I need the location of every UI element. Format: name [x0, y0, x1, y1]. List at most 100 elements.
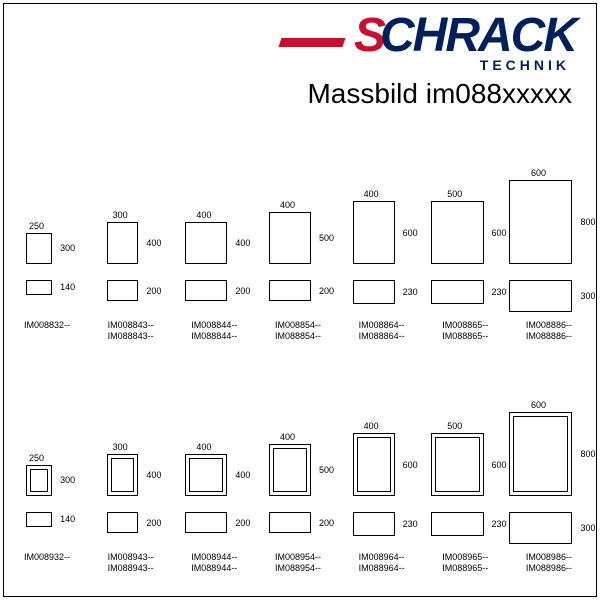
- product-codes: IM008864--IM088864--: [341, 320, 423, 343]
- enclosure-side: [185, 280, 227, 301]
- logo-subtitle: TECHNIK: [480, 57, 570, 73]
- depth-label: 200: [146, 286, 161, 296]
- dimension-item: 400600230IM008964--IM088964--: [341, 362, 423, 502]
- enclosure-side: [509, 280, 572, 312]
- enclosure-front: [353, 201, 395, 264]
- product-codes: IM008965--IM088965--: [424, 552, 506, 575]
- width-label: 500: [447, 189, 462, 199]
- height-label: 600: [492, 228, 507, 238]
- width-label: 400: [364, 189, 379, 199]
- width-label: 300: [113, 210, 128, 220]
- height-label: 800: [580, 217, 595, 227]
- enclosure-front: [431, 433, 484, 496]
- enclosure-front: [509, 412, 572, 496]
- width-label: 500: [447, 421, 462, 431]
- width-label: 400: [364, 421, 379, 431]
- width-label: 400: [280, 200, 295, 210]
- enclosure-front: [269, 444, 311, 497]
- depth-label: 230: [403, 287, 418, 297]
- dimension-item: 400600230IM008864--IM088864--: [341, 130, 423, 270]
- dimension-item: 400500200IM008854--IM088854--: [257, 130, 339, 270]
- product-codes: IM008954--IM088954--: [257, 552, 339, 575]
- depth-label: 300: [580, 291, 595, 301]
- width-label: 250: [29, 453, 44, 463]
- height-label: 400: [146, 238, 161, 248]
- enclosure-side: [269, 280, 311, 301]
- enclosure-front: [26, 233, 52, 265]
- width-label: 300: [113, 442, 128, 452]
- product-codes: IM008865--IM088865--: [424, 320, 506, 343]
- enclosure-front: [353, 433, 395, 496]
- height-label: 300: [60, 243, 75, 253]
- depth-label: 200: [319, 286, 334, 296]
- product-codes: IM008843--IM088843--: [90, 320, 172, 343]
- height-label: 400: [235, 238, 250, 248]
- logo-accent-bar: [279, 38, 346, 47]
- enclosure-side: [26, 512, 52, 527]
- enclosure-front: [185, 454, 227, 496]
- dimension-item: 400500200IM008954--IM088954--: [257, 362, 339, 502]
- dimension-item: 250300140IM008932--: [6, 362, 88, 502]
- enclosure-front: [107, 222, 139, 264]
- height-label: 400: [146, 470, 161, 480]
- width-label: 600: [531, 168, 546, 178]
- width-label: 400: [196, 442, 211, 452]
- depth-label: 200: [235, 286, 250, 296]
- dimension-row-1: 250300140IM008832--300400200IM008843--IM…: [6, 130, 590, 270]
- product-codes: IM008932--: [6, 552, 88, 563]
- depth-label: 230: [403, 519, 418, 529]
- enclosure-side: [431, 280, 484, 304]
- product-codes: IM008943--IM088943--: [90, 552, 172, 575]
- depth-label: 200: [235, 518, 250, 528]
- dimension-item: 500600230IM008965--IM088965--: [424, 362, 506, 502]
- height-label: 600: [492, 460, 507, 470]
- logo: S CHRACK TECHNIK: [354, 8, 576, 73]
- depth-label: 300: [580, 523, 595, 533]
- product-codes: IM008986--IM088986--: [508, 552, 590, 575]
- product-codes: IM008886--IM088886--: [508, 320, 590, 343]
- depth-label: 230: [492, 287, 507, 297]
- depth-label: 200: [146, 518, 161, 528]
- enclosure-front: [107, 454, 139, 496]
- height-label: 300: [60, 475, 75, 485]
- product-codes: IM008844--IM088844--: [173, 320, 255, 343]
- width-label: 400: [280, 432, 295, 442]
- dimension-item: 300400200IM008843--IM088843--: [90, 130, 172, 270]
- enclosure-side: [353, 512, 395, 536]
- dimension-item: 250300140IM008832--: [6, 130, 88, 270]
- dimension-item: 500600230IM008865--IM088865--: [424, 130, 506, 270]
- enclosure-side: [185, 512, 227, 533]
- logo-rest: CHRACK: [380, 8, 576, 63]
- page-title: Massbild im088xxxxx: [307, 78, 572, 110]
- height-label: 400: [235, 470, 250, 480]
- depth-label: 140: [60, 282, 75, 292]
- height-label: 800: [580, 449, 595, 459]
- height-label: 500: [319, 233, 334, 243]
- dimension-item: 600800300IM008886--IM088886--: [508, 130, 590, 270]
- dimension-item: 300400200IM008943--IM088943--: [90, 362, 172, 502]
- depth-label: 230: [492, 519, 507, 529]
- enclosure-front: [26, 465, 52, 497]
- dimension-item: 600800300IM008986--IM088986--: [508, 362, 590, 502]
- width-label: 600: [531, 400, 546, 410]
- enclosure-front: [431, 201, 484, 264]
- height-label: 500: [319, 465, 334, 475]
- enclosure-side: [107, 280, 139, 301]
- depth-label: 200: [319, 518, 334, 528]
- enclosure-front: [185, 222, 227, 264]
- height-label: 600: [403, 228, 418, 238]
- product-codes: IM008832--: [6, 320, 88, 331]
- enclosure-front: [509, 180, 572, 264]
- dimension-item: 400400200IM008844--IM088844--: [173, 130, 255, 270]
- enclosure-side: [269, 512, 311, 533]
- enclosure-side: [431, 512, 484, 536]
- dimension-row-2: 250300140IM008932--300400200IM008943--IM…: [6, 362, 590, 502]
- depth-label: 140: [60, 514, 75, 524]
- dimension-item: 400400200IM008944--IM088944--: [173, 362, 255, 502]
- product-codes: IM008944--IM088944--: [173, 552, 255, 575]
- enclosure-side: [353, 280, 395, 304]
- width-label: 400: [196, 210, 211, 220]
- height-label: 600: [403, 460, 418, 470]
- product-codes: IM008854--IM088854--: [257, 320, 339, 343]
- enclosure-side: [26, 280, 52, 295]
